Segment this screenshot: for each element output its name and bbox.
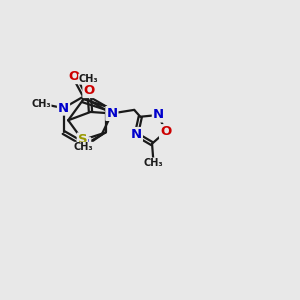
Text: CH₃: CH₃	[79, 74, 98, 84]
Text: N: N	[131, 128, 142, 141]
Text: N: N	[58, 102, 69, 115]
Text: CH₃: CH₃	[32, 99, 51, 109]
Text: CH₃: CH₃	[144, 158, 163, 168]
Text: O: O	[69, 70, 80, 83]
Text: CH₃: CH₃	[74, 142, 94, 152]
Text: O: O	[83, 84, 94, 97]
Text: N: N	[153, 109, 164, 122]
Text: N: N	[106, 107, 118, 120]
Text: O: O	[160, 125, 171, 138]
Text: N: N	[79, 138, 90, 151]
Text: S: S	[78, 134, 87, 146]
